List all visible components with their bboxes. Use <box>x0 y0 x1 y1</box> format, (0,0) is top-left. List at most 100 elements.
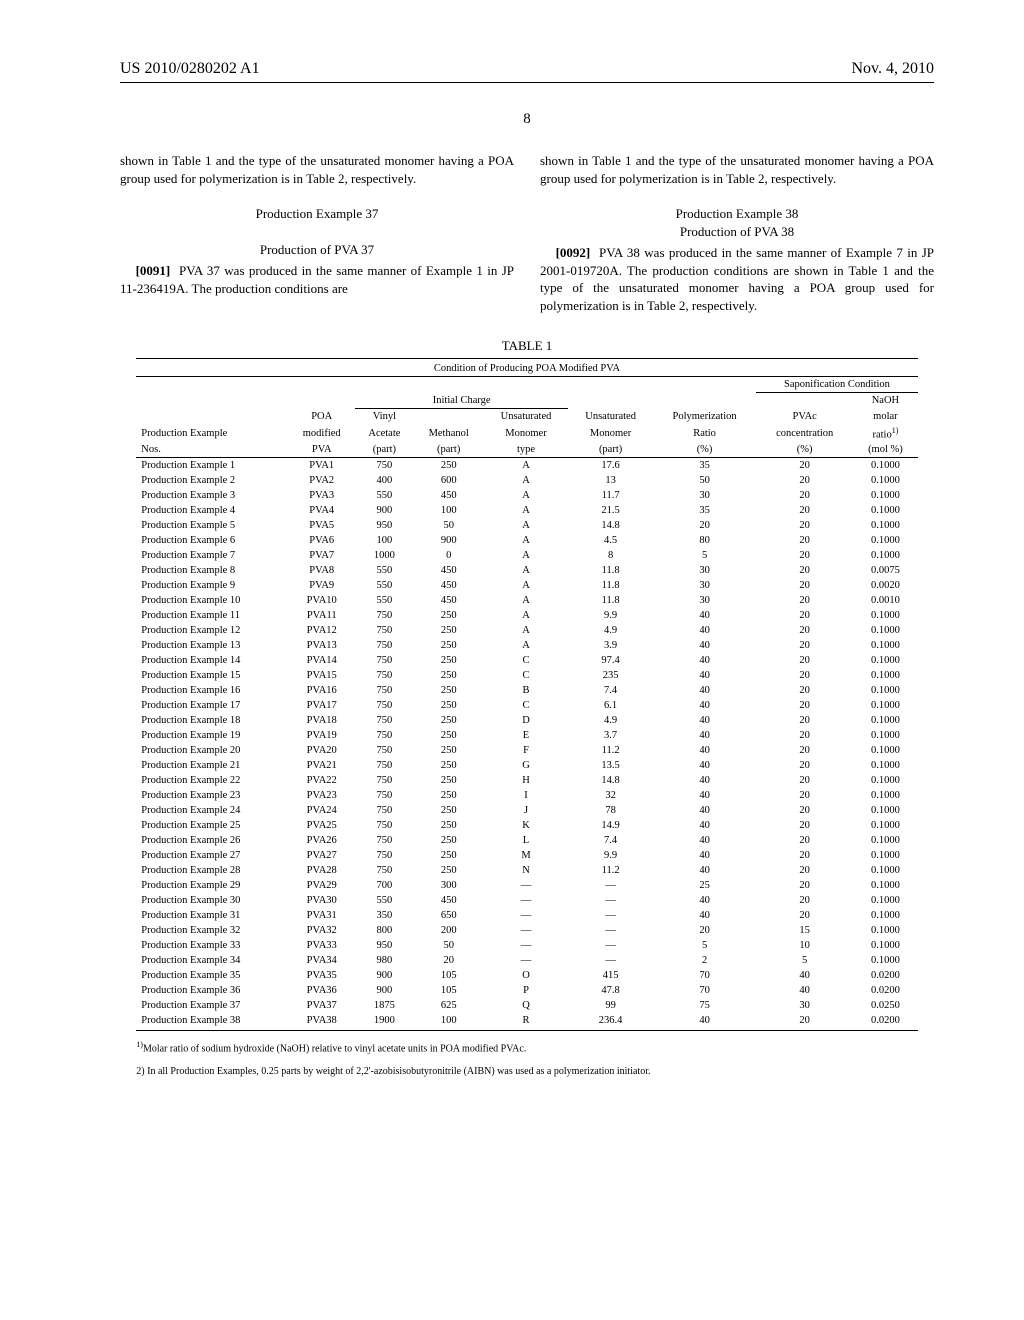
table-cell: 100 <box>414 503 484 518</box>
table-cell: 300 <box>414 878 484 893</box>
table-row: Production Example 17PVA17750250C6.14020… <box>136 698 917 713</box>
table-cell: 5 <box>653 548 756 563</box>
table-cell: 20 <box>756 518 853 533</box>
table-cell: 40 <box>653 848 756 863</box>
table-cell: 8 <box>568 548 653 563</box>
colhead-polyratio-3: (%) <box>653 442 756 458</box>
table-row: Production Example 2PVA2400600A1350200.1… <box>136 473 917 488</box>
table-row: Production Example 1PVA1750250A17.635200… <box>136 458 917 474</box>
table-cell: PVA17 <box>288 698 355 713</box>
table-cell: A <box>484 578 569 593</box>
table-cell: 13.5 <box>568 758 653 773</box>
table-row: Production Example 27PVA27750250M9.94020… <box>136 848 917 863</box>
table-cell: 250 <box>414 773 484 788</box>
table-cell: 11.8 <box>568 578 653 593</box>
table-row: Production Example 29PVA29700300——25200.… <box>136 878 917 893</box>
table-cell: 0.1000 <box>853 518 918 533</box>
table-cell: PVA1 <box>288 458 355 474</box>
table-cell: A <box>484 623 569 638</box>
table-cell: 250 <box>414 728 484 743</box>
table-cell: 7.4 <box>568 833 653 848</box>
colhead-prodex-1: Production Example <box>136 424 288 443</box>
table-cell: 20 <box>653 923 756 938</box>
table-cell: 40 <box>653 698 756 713</box>
colhead-naoh: NaOH <box>853 393 918 409</box>
header-rule <box>120 82 934 83</box>
table-cell: — <box>568 908 653 923</box>
table-cell: E <box>484 728 569 743</box>
table-cell: D <box>484 713 569 728</box>
table-cell: 250 <box>414 833 484 848</box>
table-cell: PVA34 <box>288 953 355 968</box>
publication-number: US 2010/0280202 A1 <box>120 60 260 78</box>
table-cell: 250 <box>414 848 484 863</box>
table-cell: 250 <box>414 683 484 698</box>
table-cell: G <box>484 758 569 773</box>
table-cell: 20 <box>653 518 756 533</box>
table-cell: 250 <box>414 698 484 713</box>
table-cell: P <box>484 983 569 998</box>
table-row: Production Example 16PVA16750250B7.44020… <box>136 683 917 698</box>
table-cell: 25 <box>653 878 756 893</box>
table-row: Production Example 38PVA381900100R236.44… <box>136 1013 917 1028</box>
table-cell: 40 <box>653 788 756 803</box>
table-cell: 0.1000 <box>853 923 918 938</box>
table-cell: PVA30 <box>288 893 355 908</box>
colhead-polyratio-1: Polymerization <box>653 408 756 424</box>
right-para-number: [0092] <box>556 245 591 260</box>
table-cell: 0.1000 <box>853 638 918 653</box>
table-cell: 0.1000 <box>853 623 918 638</box>
table-cell: 750 <box>355 683 414 698</box>
table-cell: C <box>484 698 569 713</box>
table-cell: 800 <box>355 923 414 938</box>
table-cell: A <box>484 593 569 608</box>
table-cell: Production Example 22 <box>136 773 288 788</box>
table-cell: 30 <box>653 578 756 593</box>
table-cell: 900 <box>414 533 484 548</box>
table-cell: 20 <box>756 713 853 728</box>
table-cell: 20 <box>756 548 853 563</box>
table-cell: Production Example 35 <box>136 968 288 983</box>
table-cell: C <box>484 668 569 683</box>
table-cell: 20 <box>756 488 853 503</box>
table-cell: — <box>484 893 569 908</box>
table-cell: 50 <box>414 938 484 953</box>
table-cell: 750 <box>355 833 414 848</box>
table-cell: 0.1000 <box>853 893 918 908</box>
table-cell: PVA14 <box>288 653 355 668</box>
table-cell: 40 <box>653 908 756 923</box>
table-cell: 40 <box>653 743 756 758</box>
table-cell: 0.1000 <box>853 653 918 668</box>
table-cell: Production Example 32 <box>136 923 288 938</box>
table-cell: 236.4 <box>568 1013 653 1028</box>
table-cell: — <box>484 908 569 923</box>
table-cell: 40 <box>653 668 756 683</box>
table-cell: 0.0200 <box>853 1013 918 1028</box>
table-cell: 20 <box>756 833 853 848</box>
table-cell: 0.1000 <box>853 878 918 893</box>
table-cell: A <box>484 473 569 488</box>
table-cell: 0.0200 <box>853 983 918 998</box>
table-cell: 30 <box>756 998 853 1013</box>
table-cell: 10 <box>756 938 853 953</box>
table-cell: 97.4 <box>568 653 653 668</box>
table-cell: 550 <box>355 893 414 908</box>
table-row: Production Example 35PVA35900105O4157040… <box>136 968 917 983</box>
table-cell: 11.7 <box>568 488 653 503</box>
table-cell: PVA38 <box>288 1013 355 1028</box>
table-cell: 0.1000 <box>853 698 918 713</box>
table-cell: Production Example 8 <box>136 563 288 578</box>
table-cell: 75 <box>653 998 756 1013</box>
table-cell: PVA16 <box>288 683 355 698</box>
right-heading-1: Production Example 38 <box>540 205 934 223</box>
table-cell: Production Example 25 <box>136 818 288 833</box>
table-cell: 20 <box>756 503 853 518</box>
table-cell: 750 <box>355 623 414 638</box>
table-cell: 200 <box>414 923 484 938</box>
table-cell: 1875 <box>355 998 414 1013</box>
table-cell: 250 <box>414 803 484 818</box>
colhead-meth-1: Methanol <box>414 424 484 443</box>
table-cell: 20 <box>756 758 853 773</box>
colhead-umonopart-2: Monomer <box>568 424 653 443</box>
table-cell: Production Example 9 <box>136 578 288 593</box>
